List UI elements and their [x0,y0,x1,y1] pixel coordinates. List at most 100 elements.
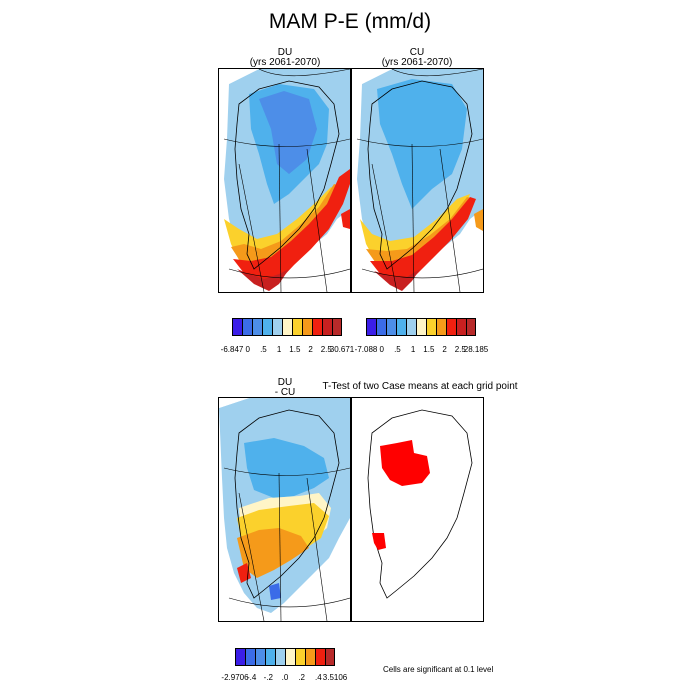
du-colorbar-labels: -6.847 0 .5 1 1.5 2 2.5 30.671 [221,345,355,357]
diff-colorbar-swatch [295,648,305,666]
diff-colorbar-swatch [325,648,335,666]
du-latitude-line-2 [228,268,350,279]
du-colorbar-swatch [272,318,282,336]
diff-colorbar-swatch [245,648,255,666]
du-coastline [234,80,340,270]
cu-colorbar-label: 0 [379,345,384,354]
du-longitude-line-1 [238,163,265,292]
cu-title-line1: CU [409,47,425,58]
diff-colorbar-label: -.4 [246,673,257,682]
cu-colorbar-swatch [456,318,466,336]
cu-longitude-line-2 [411,143,415,292]
du-colorbar-swatch [242,318,252,336]
du-longitude-line-3 [306,148,328,292]
du-dark-blue-region [259,91,317,174]
du-title-line2: (yrs 2061-2070) [249,57,321,68]
diff-longitude-line-3 [306,477,328,621]
diff-colorbar-swatch [265,648,275,666]
diff-colorbar-label: .4 [314,673,322,682]
diff-colorbar-swatch [315,648,325,666]
du-colorbar-swatch [332,318,342,336]
cu-colorbar-swatch [436,318,446,336]
cu-orange-margin [366,197,474,279]
du-small-white-patch [219,94,227,114]
cu-colorbar-swatch [406,318,416,336]
main-title: MAM P-E (mm/d) [268,10,432,33]
diff-top-left-corner [219,398,249,408]
diff-longitude-line-2 [278,472,282,621]
ttest-significant-region-south [372,533,386,550]
ttest-coastline [367,409,473,599]
diff-latitude-line-2 [228,597,350,608]
diff-colorbar-label: -.2 [263,673,273,682]
cu-map-panel [351,68,484,293]
du-orange-margin [231,184,344,279]
cu-dark-red-margin [374,269,420,291]
du-colorbar-swatch [262,318,272,336]
cu-colorbar-swatch [416,318,426,336]
diff-colorbar-label: .2 [298,673,305,682]
du-colorbar-swatch [292,318,302,336]
diff-colorbar-label: .0 [281,673,289,682]
ttest-significant-region-north [380,440,430,486]
cu-coastline [367,80,473,270]
cu-title-line2: (yrs 2061-2070) [381,57,453,68]
du-longitude-line-2 [278,143,282,292]
diff-coastline [234,409,340,599]
diff-colorbar-label: -2.9706 [221,673,249,682]
cu-colorbar-swatch [396,318,406,336]
diff-colorbar [235,648,335,666]
cu-latitude-line-2 [361,268,483,279]
du-latitude-line [223,138,350,147]
du-colorbar-swatch [322,318,332,336]
cu-longitude-line-1 [371,163,398,292]
diff-title-line1: DU [277,377,293,388]
diff-orange-region [237,528,309,578]
cu-colorbar-swatch [366,318,376,336]
du-title-line1: DU [277,47,293,58]
du-colorbar-swatch [312,318,322,336]
cu-colorbar-label: 28.185 [463,345,489,354]
cu-colorbar-label: .5 [394,345,401,354]
ttest-map [367,409,473,599]
du-colorbar-label: .5 [260,345,267,354]
du-colorbar-label: 1.5 [289,345,301,354]
cu-red-margin [370,197,476,287]
cu-colorbar-labels: -7.088 0 .5 1 1.5 2 2.5 28.185 [355,345,489,357]
cu-map [352,69,483,292]
du-map-panel [218,68,351,293]
cu-colorbar-swatch [426,318,436,336]
cu-colorbar-label: 1.5 [423,345,435,354]
cu-longitude-line-3 [439,148,461,292]
diff-colorbar-label: 3.5106 [322,673,348,682]
diff-dark-blue-patch [269,583,281,600]
du-colorbar-label: 2 [308,345,313,354]
du-red-margin [233,169,350,287]
diff-colorbar-swatch [275,648,285,666]
du-colorbar-label: 30.671 [329,345,355,354]
du-colorbar-label: -6.847 [220,345,244,354]
significance-footnote: Cells are significant at 0.1 level [383,665,494,674]
ttest-map-panel [351,397,484,622]
diff-colorbar-labels: -2.9706 -.4 -.2 .0 .2 .4 3.5106 [221,673,347,685]
du-coast-top [258,69,350,77]
diff-map-panel [218,397,351,622]
cu-latitude-line [356,138,483,147]
du-colorbar-label: 0 [245,345,250,354]
cu-colorbar [366,318,476,336]
diff-map [219,398,350,621]
du-top-left-corner [219,69,259,99]
cu-top-left-corner [352,69,392,99]
cu-panel-title: CU (yrs 2061-2070) [352,48,482,68]
cu-colorbar-label: 2 [442,345,447,354]
cu-colorbar-label: -7.088 [354,345,378,354]
du-colorbar [232,318,342,336]
diff-colorbar-swatch [235,648,245,666]
du-colorbar-label: 2.5 [320,345,332,354]
diff-longitude-line-1 [238,492,265,621]
cu-colorbar-label: 2.5 [454,345,466,354]
du-east-red-patch [341,209,350,229]
cu-colorbar-swatch [376,318,386,336]
du-colorbar-swatch [252,318,262,336]
diff-title-line2: - CU [274,387,296,398]
